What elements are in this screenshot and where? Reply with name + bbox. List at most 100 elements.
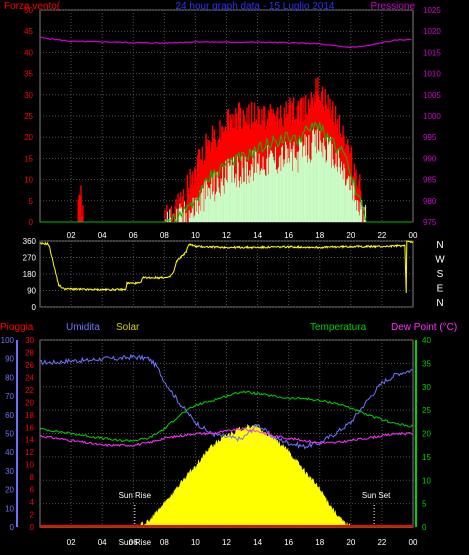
compass-label: E <box>437 284 444 295</box>
rain-tick-label: 10 <box>25 461 34 470</box>
wind-tick-label: 15 <box>24 154 33 163</box>
pressure-tick-label: 1020 <box>423 27 441 36</box>
wind-x-tick-label: 08 <box>160 231 169 240</box>
compass-label: W <box>435 255 445 266</box>
wind-tick-label: 0 <box>29 218 34 227</box>
sunset-label: Sun Set <box>362 491 391 500</box>
direction-tick-label: 90 <box>27 287 36 296</box>
temperature-tick-label: 10 <box>422 476 431 485</box>
pressure-tick-label: 1005 <box>423 91 441 100</box>
pressure-tick-label: 1000 <box>423 112 441 121</box>
temperature-tick-label: 0 <box>422 523 427 532</box>
wind-x-tick-label: 18 <box>315 231 324 240</box>
wind-tick-label: 20 <box>24 133 33 142</box>
pressure-tick-label: 990 <box>423 154 437 163</box>
solar-axis-title: Solar <box>116 322 140 333</box>
weather-x-tick-label: 20 <box>346 538 355 547</box>
wind-tick-label: 40 <box>24 48 33 57</box>
wind-average-line <box>40 121 412 223</box>
pressure-tick-label: 985 <box>423 176 437 185</box>
rain-tick-label: 14 <box>25 436 34 445</box>
temperature-line <box>39 390 414 443</box>
wind-x-tick-label: 02 <box>67 231 76 240</box>
temperature-tick-label: 20 <box>422 430 431 439</box>
humidity-tick-label: 60 <box>5 411 14 420</box>
rain-tick-label: 26 <box>25 361 34 370</box>
humidity-tick-label: 20 <box>5 486 14 495</box>
dewpoint-axis-title: Dew Point (°C) <box>391 322 457 333</box>
pressure-tick-label: 1010 <box>423 70 441 79</box>
chart-title: 24 hour graph data - 15 Luglio 2014 <box>175 1 334 12</box>
weather-x-tick-label: 16 <box>284 538 293 547</box>
direction-tick-label: 0 <box>32 303 37 312</box>
temperature-tick-label: 40 <box>422 336 431 345</box>
wind-tick-label: 45 <box>24 27 33 36</box>
wind-x-tick-label: 00 <box>409 231 418 240</box>
rain-tick-label: 28 <box>25 348 34 357</box>
wind-tick-label: 50 <box>24 6 33 15</box>
weather-x-tick-label: 18 <box>315 538 324 547</box>
weather-x-tick-label: 10 <box>191 538 200 547</box>
pressure-tick-label: 980 <box>423 197 437 206</box>
wind-x-tick-label: 12 <box>222 231 231 240</box>
humidity-tick-label: 10 <box>5 504 14 513</box>
rain-tick-label: 22 <box>25 386 34 395</box>
rain-tick-label: 0 <box>30 523 35 532</box>
direction-tick-label: 180 <box>23 270 37 279</box>
humidity-axis-title: Umidita <box>66 322 100 333</box>
direction-line <box>39 240 414 294</box>
weather-x-tick-label: 14 <box>253 538 262 547</box>
dewpoint-line <box>39 427 414 448</box>
pressure-axis-title: Pressione <box>371 1 416 12</box>
wind-x-tick-label: 06 <box>129 231 138 240</box>
wind-tick-label: 10 <box>24 176 33 185</box>
pressure-tick-label: 995 <box>423 133 437 142</box>
wind-tick-label: 30 <box>24 91 33 100</box>
wind-x-tick-label: 10 <box>191 231 200 240</box>
humidity-tick-label: 0 <box>10 523 15 532</box>
wind-x-tick-label: 16 <box>284 231 293 240</box>
temperature-tick-label: 35 <box>422 359 431 368</box>
wind-axis-title: Forza vento( <box>4 1 61 12</box>
rain-tick-label: 6 <box>30 486 35 495</box>
wind-tick-label: 5 <box>29 197 34 206</box>
weather-x-tick-label: 06 <box>129 538 138 547</box>
rain-tick-label: 2 <box>30 511 35 520</box>
pressure-tick-label: 1025 <box>423 6 441 15</box>
rain-tick-label: 24 <box>25 373 34 382</box>
rain-tick-label: 20 <box>25 398 34 407</box>
weather-x-tick-label: 02 <box>67 538 76 547</box>
rain-tick-label: 4 <box>30 498 35 507</box>
humidity-tick-label: 50 <box>5 430 14 439</box>
rain-axis-title: Pioggia <box>0 322 34 333</box>
sunrise-label: Sun Rise <box>119 491 152 500</box>
temperature-tick-label: 15 <box>422 453 431 462</box>
wind-x-tick-label: 22 <box>377 231 386 240</box>
temperature-axis-title: Temperatura <box>310 322 367 333</box>
weather-x-tick-label: 04 <box>98 538 107 547</box>
weather-x-tick-label: 12 <box>222 538 231 547</box>
humidity-tick-label: 100 <box>1 336 15 345</box>
compass-label: S <box>437 269 444 280</box>
humidity-tick-label: 80 <box>5 373 14 382</box>
temperature-tick-label: 25 <box>422 406 431 415</box>
wind-tick-label: 35 <box>24 70 33 79</box>
humidity-line <box>39 353 414 450</box>
compass-label: N <box>436 298 443 309</box>
wind-x-tick-label: 14 <box>253 231 262 240</box>
wind-tick-label: 25 <box>24 112 33 121</box>
temperature-tick-label: 5 <box>422 500 427 509</box>
wind-x-tick-label: 20 <box>346 231 355 240</box>
direction-tick-label: 360 <box>23 237 37 246</box>
wind-x-tick-label: 04 <box>98 231 107 240</box>
compass-label: N <box>436 240 443 251</box>
pressure-tick-label: 1015 <box>423 48 441 57</box>
humidity-tick-label: 90 <box>5 355 14 364</box>
humidity-tick-label: 30 <box>5 467 14 476</box>
temperature-tick-label: 30 <box>422 383 431 392</box>
rain-tick-label: 18 <box>25 411 34 420</box>
humidity-tick-label: 40 <box>5 448 14 457</box>
weather-x-tick-label: 08 <box>160 538 169 547</box>
rain-tick-label: 30 <box>25 336 34 345</box>
